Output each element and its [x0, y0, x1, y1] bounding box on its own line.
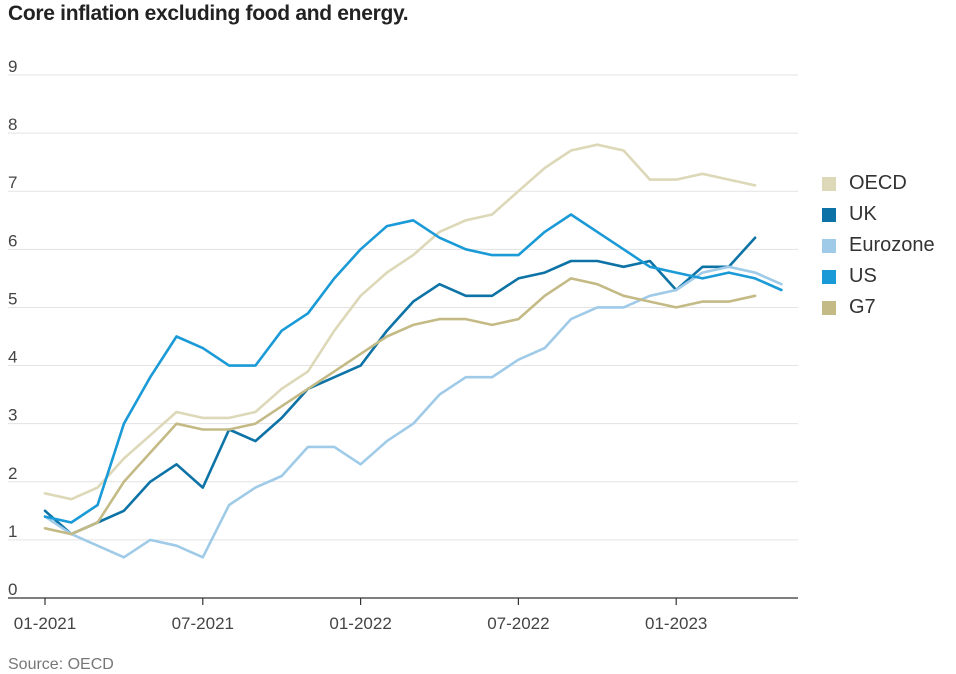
- source-note: Source: OECD: [8, 656, 114, 673]
- series-line-eurozone: [43, 265, 783, 559]
- series-line-oecd: [43, 143, 757, 501]
- legend-swatch: [822, 238, 836, 253]
- y-tick-label: 8: [8, 115, 17, 134]
- legend-label: G7: [849, 296, 876, 318]
- series-line-us: [43, 213, 783, 524]
- x-tick-label: 01-2022: [329, 614, 391, 633]
- chart-legend: OECD UK Eurozone US G7: [822, 168, 935, 323]
- x-tick-label: 01-2021: [14, 614, 76, 633]
- x-tick-label: 07-2021: [172, 614, 234, 633]
- legend-swatch: [822, 176, 836, 191]
- y-tick-label: 3: [8, 406, 17, 425]
- legend-item-g7: G7: [822, 292, 935, 323]
- series-line-uk: [43, 236, 757, 536]
- y-tick-label: 4: [8, 348, 17, 367]
- legend-label: US: [849, 265, 877, 287]
- chart-title: Core inflation excluding food and energy…: [8, 2, 409, 25]
- x-tick-label: 07-2022: [487, 614, 549, 633]
- grid-lines: [8, 74, 798, 541]
- y-tick-label: 6: [8, 231, 17, 250]
- series-lines: [43, 143, 783, 559]
- y-tick-label: 5: [8, 289, 17, 308]
- legend-swatch: [822, 269, 836, 284]
- y-tick-label: 7: [8, 173, 17, 192]
- y-tick-label: 1: [8, 522, 17, 541]
- legend-item-oecd: OECD: [822, 168, 935, 199]
- legend-label: OECD: [849, 172, 907, 194]
- y-tick-label: 0: [8, 580, 17, 599]
- y-tick-label: 2: [8, 464, 17, 483]
- legend-label: Eurozone: [849, 234, 935, 256]
- legend-swatch: [822, 207, 836, 222]
- series-line-g7: [43, 277, 757, 536]
- y-axis-ticks: 0 1 2 3 4 5 6 7 8 9: [8, 57, 17, 599]
- legend-item-uk: UK: [822, 199, 935, 230]
- x-tick-label: 01-2023: [645, 614, 707, 633]
- y-tick-label: 9: [8, 57, 17, 76]
- legend-item-eurozone: Eurozone: [822, 230, 935, 261]
- x-axis: 01-2021 07-2021 01-2022 07-2022 01-2023: [8, 597, 798, 633]
- legend-label: UK: [849, 203, 877, 225]
- legend-swatch: [822, 300, 836, 315]
- legend-item-us: US: [822, 261, 935, 292]
